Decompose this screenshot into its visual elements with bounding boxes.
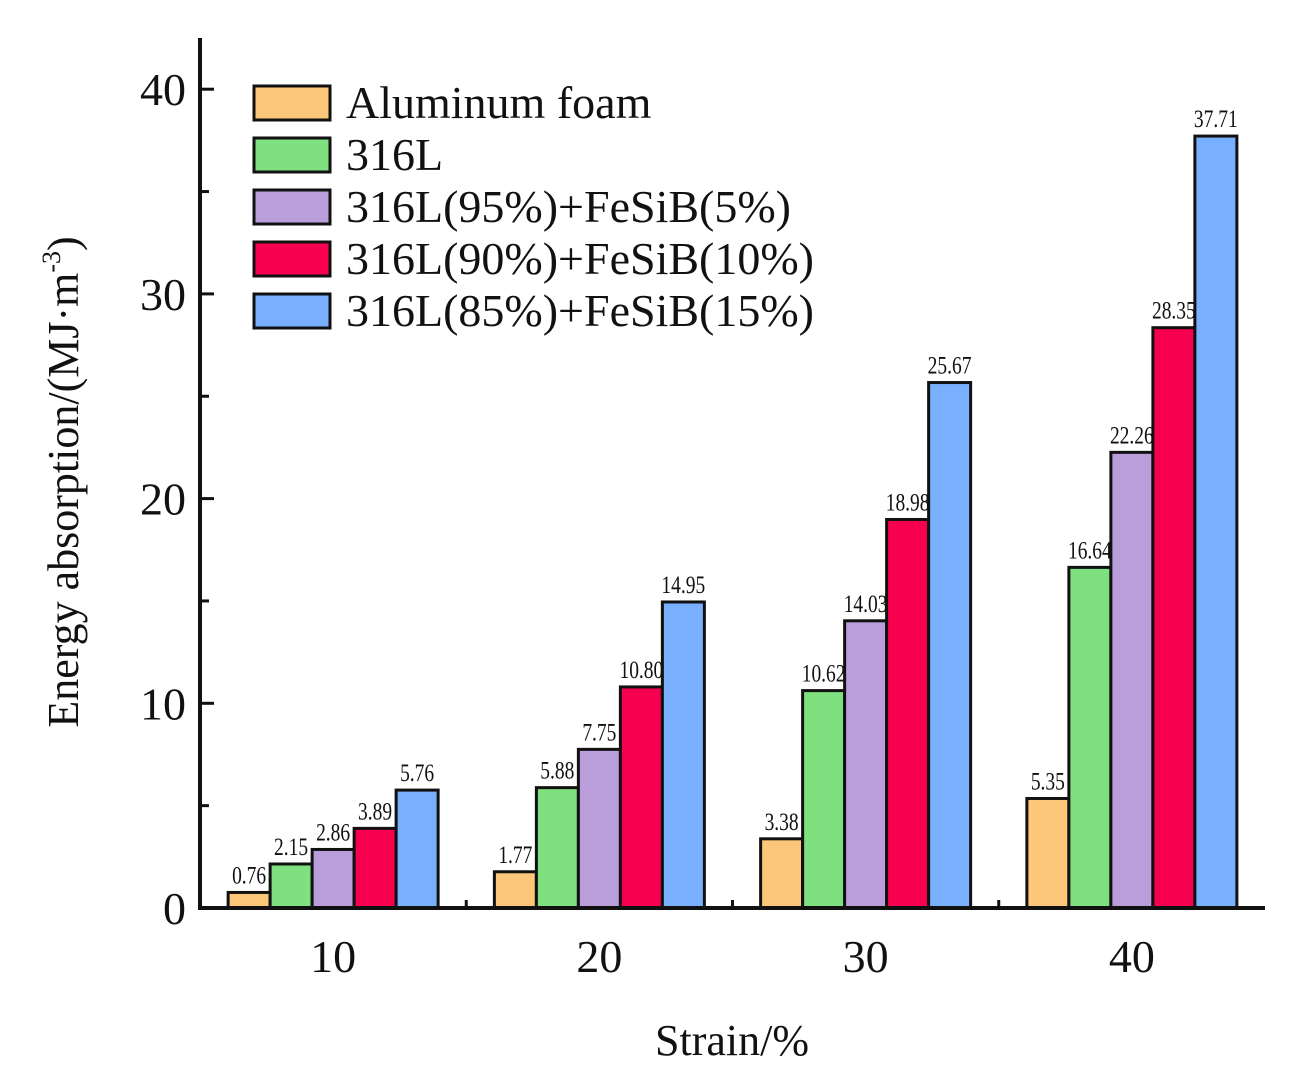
bar bbox=[268, 862, 314, 910]
data-label: 14.95 bbox=[661, 571, 705, 599]
y-axis-title-main: Energy absorption/(MJ·m bbox=[39, 273, 88, 728]
bar bbox=[492, 870, 538, 910]
bar bbox=[1025, 796, 1071, 910]
x-tick-label: 20 bbox=[576, 931, 622, 982]
data-label: 14.03 bbox=[844, 590, 888, 618]
data-label: 5.35 bbox=[1031, 767, 1065, 795]
legend-swatch bbox=[252, 84, 332, 122]
bar bbox=[759, 837, 805, 910]
data-label: 0.76 bbox=[232, 861, 266, 889]
legend-swatch bbox=[252, 292, 332, 330]
data-label: 1.77 bbox=[498, 840, 532, 868]
bar bbox=[885, 517, 931, 910]
legend-swatch bbox=[252, 188, 332, 226]
y-ticks-layer: 0 10 20 30 40 bbox=[140, 64, 214, 934]
data-label: 5.88 bbox=[540, 756, 574, 784]
bar bbox=[843, 619, 889, 910]
y-tick-label: 20 bbox=[140, 474, 186, 525]
data-label: 2.15 bbox=[274, 833, 308, 861]
y-axis-title: Energy absorption/(MJ·m-3) bbox=[37, 236, 88, 727]
data-label: 37.71 bbox=[1194, 105, 1238, 133]
y-axis-title-close: ) bbox=[39, 236, 88, 251]
bars-layer bbox=[226, 134, 1239, 910]
bar bbox=[534, 786, 580, 910]
bar bbox=[1151, 326, 1197, 910]
legend: Aluminum foam316L316L(95%)+FeSiB(5%)316L… bbox=[252, 77, 814, 336]
legend-swatch bbox=[252, 136, 332, 174]
bar bbox=[1109, 450, 1155, 910]
y-tick-label: 40 bbox=[140, 64, 186, 115]
data-label: 28.35 bbox=[1152, 296, 1196, 324]
x-tick-label: 40 bbox=[1109, 931, 1155, 982]
legend-swatch bbox=[252, 240, 332, 278]
bar bbox=[226, 890, 272, 910]
bar bbox=[352, 826, 398, 910]
data-label: 25.67 bbox=[928, 351, 972, 379]
legend-label: 316L(85%)+FeSiB(15%) bbox=[346, 285, 814, 336]
data-label: 10.62 bbox=[802, 659, 846, 687]
data-label: 7.75 bbox=[582, 718, 616, 746]
data-label: 22.26 bbox=[1110, 421, 1154, 449]
legend-label: 316L bbox=[346, 129, 443, 180]
bar bbox=[660, 600, 706, 910]
x-tick-label: 10 bbox=[310, 931, 356, 982]
data-label: 3.89 bbox=[358, 797, 392, 825]
bar bbox=[310, 847, 356, 910]
bar bbox=[801, 689, 847, 910]
bar bbox=[927, 381, 973, 910]
bar bbox=[618, 685, 664, 910]
y-tick-label: 0 bbox=[163, 883, 186, 934]
data-label: 16.64 bbox=[1068, 536, 1112, 564]
legend-label: 316L(95%)+FeSiB(5%) bbox=[346, 181, 791, 232]
data-label: 18.98 bbox=[886, 488, 930, 516]
x-ticks-layer: 10 20 30 40 bbox=[310, 900, 1155, 982]
y-axis-title-superscript: -3 bbox=[37, 251, 66, 273]
data-label: 2.86 bbox=[316, 818, 350, 846]
y-tick-label: 10 bbox=[140, 678, 186, 729]
data-label: 10.80 bbox=[619, 656, 663, 684]
legend-label: 316L(90%)+FeSiB(10%) bbox=[346, 233, 814, 284]
y-tick-label: 30 bbox=[140, 269, 186, 320]
bar bbox=[576, 747, 622, 910]
data-labels-layer: 0.76 2.15 2.86 3.89 5.76 1.77 5.88 7.75 10.80 14.… bbox=[232, 105, 1238, 889]
bar bbox=[1067, 565, 1113, 910]
legend-label: Aluminum foam bbox=[346, 77, 652, 128]
x-tick-label: 30 bbox=[843, 931, 889, 982]
data-label: 3.38 bbox=[765, 808, 799, 836]
bar bbox=[394, 788, 440, 910]
data-label: 5.76 bbox=[400, 759, 434, 787]
x-axis-title: Strain/% bbox=[655, 1016, 809, 1065]
bar bbox=[1193, 134, 1239, 910]
